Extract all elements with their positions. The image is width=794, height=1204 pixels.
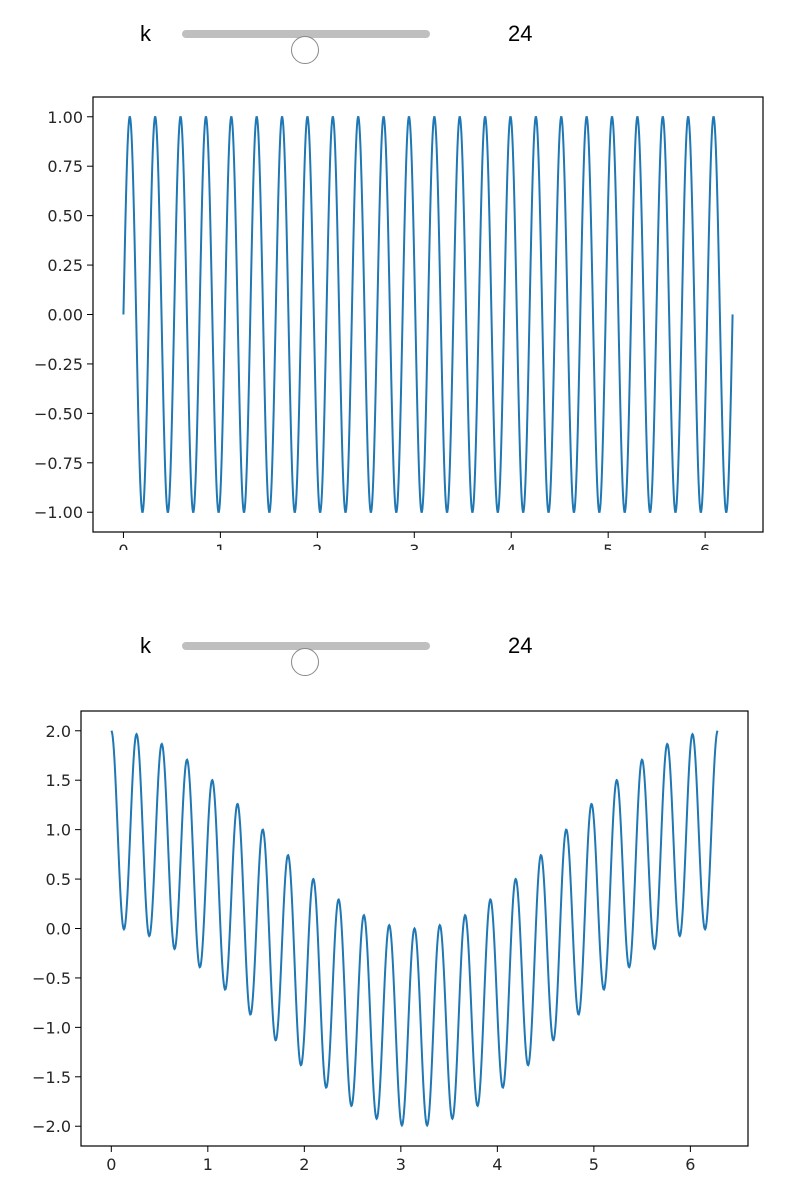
slider-track[interactable]: [182, 642, 430, 676]
x-tick-label: 0: [118, 541, 128, 550]
x-tick-label: 3: [396, 1155, 406, 1174]
y-tick-label: 2.0: [46, 722, 71, 741]
y-tick-label: 1.0: [46, 821, 71, 840]
y-tick-label: −1.0: [32, 1018, 71, 1037]
y-tick-label: 0.0: [46, 920, 71, 939]
y-tick-label: 0.75: [47, 157, 83, 176]
x-tick-label: 3: [409, 541, 419, 550]
y-tick-label: −2.0: [32, 1117, 71, 1136]
y-tick-label: 0.25: [47, 256, 83, 275]
chart-cos-sum-svg: 0 1 2 3 4 5 6 −2.0 −1.5 −1.0 −0.5 0.0 0.5 1.0 1.5 2.0: [32, 710, 749, 1174]
slider-value-readout: 24: [508, 633, 533, 658]
chart-sine: 0 1 2 3 4 5 6 −1.00 −0.75 −0.50 −0.25 0.00 0.25 0.50 0…: [0, 80, 794, 560]
chart-sine-svg: 0 1 2 3 4 5 6 −1.00 −0.75 −0.50 −0.25 0.00 0.25 0.50 0…: [34, 96, 764, 560]
y-tick-label: 0.00: [47, 306, 83, 325]
x-tick-label: 5: [589, 1155, 599, 1174]
chart-cos-sum: 0 1 2 3 4 5 6 −2.0 −1.5 −1.0 −0.5 0.0 0.5 1.0 1.5 2.0: [0, 694, 794, 1174]
x-tick-label: 0: [106, 1155, 116, 1174]
k-slider-widget-1: k 24: [0, 14, 794, 64]
y-tick-label: −0.75: [34, 454, 83, 473]
y-tick-label: −1.00: [34, 503, 83, 522]
x-tick-label: 5: [603, 541, 613, 550]
y-tick-label: −0.50: [34, 404, 83, 423]
x-tick-label: 6: [700, 541, 710, 550]
x-tick-label: 2: [312, 541, 322, 550]
y-tick-label: 0.50: [47, 207, 83, 226]
x-tick-label: 1: [203, 1155, 213, 1174]
x-tick-label: 4: [506, 541, 516, 550]
x-tick-label: 6: [685, 1155, 695, 1174]
slider-thumb[interactable]: [291, 36, 319, 64]
x-tick-label: 1: [215, 541, 225, 550]
slider-label: k: [140, 633, 151, 658]
slider-value-readout: 24: [508, 21, 533, 46]
y-tick-label: −0.25: [34, 355, 83, 374]
x-tick-label: 2: [299, 1155, 309, 1174]
slider-thumb[interactable]: [291, 648, 319, 676]
y-tick-label: 0.5: [46, 870, 71, 889]
k-slider-widget-2: k 24: [0, 626, 794, 676]
y-tick-label: −0.5: [32, 969, 71, 988]
series-line-0: [122, 116, 734, 513]
slider-label: k: [140, 21, 151, 46]
x-tick-label: 4: [492, 1155, 502, 1174]
y-tick-label: 1.5: [46, 771, 71, 790]
y-tick-label: −1.5: [32, 1068, 71, 1087]
series-line-0: [110, 730, 719, 1128]
y-tick-label: 1.00: [47, 108, 83, 127]
slider-track[interactable]: [182, 30, 430, 64]
